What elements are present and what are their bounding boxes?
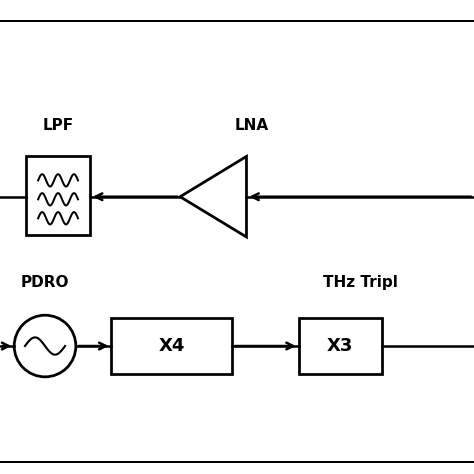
Text: LNA: LNA — [234, 118, 268, 133]
Text: LPF: LPF — [42, 118, 73, 133]
Bar — [299, 318, 382, 374]
Text: PDRO: PDRO — [21, 274, 69, 290]
Bar — [111, 318, 232, 374]
Circle shape — [14, 315, 76, 377]
Text: THz Tripl: THz Tripl — [323, 274, 398, 290]
Polygon shape — [180, 156, 246, 237]
Text: X3: X3 — [327, 337, 353, 355]
Text: X4: X4 — [158, 337, 185, 355]
Bar — [26, 156, 90, 235]
